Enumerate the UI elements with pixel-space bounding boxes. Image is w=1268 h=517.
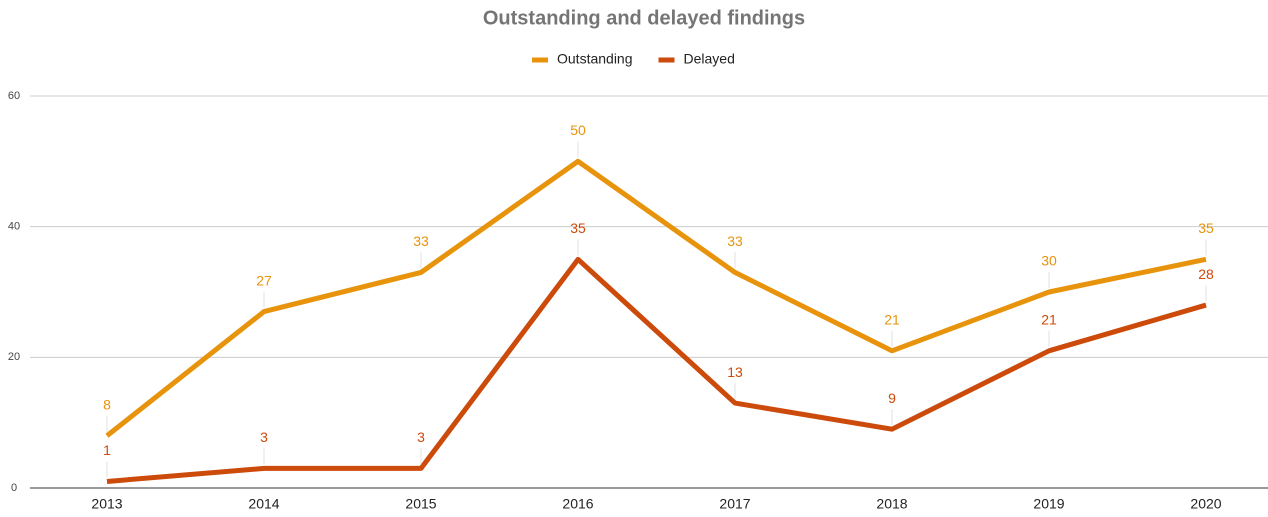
y-tick-label: 40	[8, 221, 20, 233]
data-label: 35	[1198, 220, 1214, 236]
data-label: 50	[570, 122, 586, 138]
y-tick-label: 0	[11, 482, 17, 494]
x-tick-label: 2020	[1190, 496, 1221, 512]
x-tick-label: 2015	[405, 496, 436, 512]
data-label: 9	[888, 390, 896, 406]
data-label: 21	[1041, 312, 1057, 328]
y-tick-label: 20	[8, 351, 20, 363]
x-tick-label: 2019	[1033, 496, 1064, 512]
data-label: 8	[103, 396, 111, 412]
data-label: 28	[1198, 266, 1214, 282]
x-tick-label: 2018	[876, 496, 907, 512]
data-label: 3	[260, 429, 268, 445]
data-label: 3	[417, 429, 425, 445]
data-label: 33	[727, 233, 743, 249]
data-label: 21	[884, 312, 900, 328]
data-label: 27	[256, 272, 272, 288]
x-tick-label: 2014	[248, 496, 279, 512]
y-tick-label: 60	[8, 90, 20, 102]
data-label: 35	[570, 220, 586, 236]
x-tick-label: 2016	[562, 496, 593, 512]
data-label: 30	[1041, 253, 1057, 269]
chart-title: Outstanding and delayed findings	[483, 7, 805, 29]
data-label: 13	[727, 364, 743, 380]
series-line	[105, 158, 1207, 438]
legend-label: Outstanding	[557, 51, 633, 67]
x-tick-label: 2017	[719, 496, 750, 512]
data-label: 1	[103, 442, 111, 458]
data-label: 33	[413, 233, 429, 249]
series-line	[106, 256, 1207, 484]
x-tick-label: 2013	[91, 496, 122, 512]
legend-label: Delayed	[684, 51, 735, 67]
